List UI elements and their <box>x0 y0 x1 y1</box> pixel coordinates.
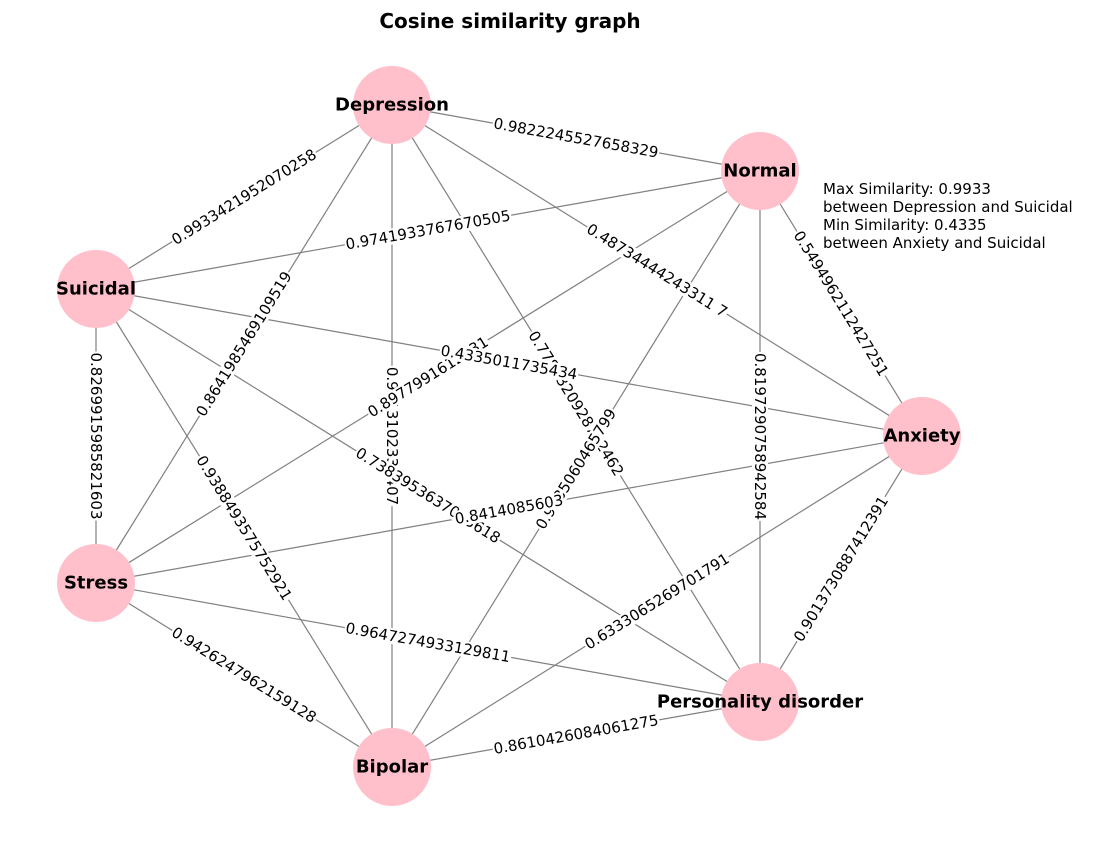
edge-label-bg <box>491 115 661 161</box>
node-label-suicidal: Suicidal <box>56 279 136 300</box>
node-label-anxiety: Anxiety <box>883 426 960 447</box>
node-stress <box>57 544 135 622</box>
node-labels-layer: Depression Normal Suicidal Anxiety Stress Per… <box>56 95 961 778</box>
node-anxiety <box>883 397 961 475</box>
edge-label-group-stress-bipolar: 0.9426247962159128 <box>168 623 320 727</box>
edge-label-bg <box>192 267 296 421</box>
edge-label-group-normal-personality: 0.8197290758942584 <box>751 351 769 522</box>
edge-label-suicidal-bipolar: 0.9388493575752921 <box>192 452 295 603</box>
edge-label-bg <box>192 451 296 605</box>
edge-label-stress-personality: 0.9647274933129811 <box>344 619 512 666</box>
edge-label-bg <box>581 549 733 654</box>
edge-label-stress-bipolar: 0.9426247962159128 <box>168 623 319 726</box>
annotation-line-1: Max Similarity: 0.9933 <box>823 180 991 198</box>
edge-label-bg <box>452 491 566 528</box>
node-normal <box>721 132 799 210</box>
edge-label-anxiety-personality: 0.9013730887412391 <box>790 493 892 645</box>
edge-labels-layer: 0.98222455276583290.99334219520702580.48… <box>87 114 892 758</box>
node-label-bipolar: Bipolar <box>356 757 428 778</box>
edge-label-bg <box>491 711 661 758</box>
edge-label-group-depression-suicidal: 0.9933421952070258 <box>168 145 320 249</box>
edge-label-group-suicidal-personality: 0.7383953637095618 <box>352 444 504 547</box>
edge-label-depression-stress: 0.8641985469109519 <box>192 268 295 419</box>
edge-label-group-normal-stress: 0.8977991612131 <box>364 333 492 421</box>
edge-label-bg <box>752 351 768 522</box>
edge-label-bg <box>790 492 892 646</box>
edge-label-bg <box>583 220 731 321</box>
edge-label-group-suicidal-stress: 0.8269915985821603 <box>87 351 105 521</box>
node-bipolar <box>353 728 431 806</box>
edge-label-group-normal-suicidal: 0.9741933767670505 <box>343 207 513 254</box>
annotation-line-2: between Depression and Suicidal <box>823 198 1073 216</box>
similarity-annotation: Max Similarity: 0.9933 between Depressio… <box>823 180 1073 252</box>
edge-label-bg <box>168 623 320 727</box>
edge-label-depression-suicidal: 0.9933421952070258 <box>168 145 319 248</box>
edge-label-normal-suicidal: 0.9741933767670505 <box>344 207 512 254</box>
edge-label-bg <box>88 351 104 521</box>
edge-label-group-suicidal-bipolar: 0.9388493575752921 <box>192 451 296 605</box>
edge-label-bg <box>343 207 513 253</box>
edge-label-group-depression-stress: 0.8641985469109519 <box>192 267 296 421</box>
edge-label-group-depression-normal: 0.9822245527658329 <box>491 114 661 162</box>
edge-label-suicidal-anxiety: 0.4335011735434 <box>439 342 578 384</box>
node-label-stress: Stress <box>64 573 128 594</box>
node-label-depression: Depression <box>335 95 449 116</box>
node-label-normal: Normal <box>723 161 796 182</box>
node-personality <box>721 663 799 741</box>
edge-label-group-anxiety-personality: 0.9013730887412391 <box>790 492 892 646</box>
edge-label-bg <box>790 227 892 380</box>
edge-label-group-personality-bipolar: 0.8610426084061275 <box>491 711 661 758</box>
edge-label-group-suicidal-anxiety: 0.4335011735434 <box>438 342 580 384</box>
edge-label-bg <box>168 145 320 249</box>
node-depression <box>353 66 431 144</box>
nodes-layer <box>57 66 961 806</box>
edge-label-normal-personality: 0.8197290758942584 <box>751 353 769 520</box>
edge-label-suicidal-stress: 0.8269915985821603 <box>87 352 105 519</box>
edge-label-suicidal-personality: 0.7383953637095618 <box>352 444 503 547</box>
edge-label-group-stress-personality: 0.9647274933129811 <box>343 619 513 666</box>
edge-label-depression-normal: 0.9822245527658329 <box>492 114 660 161</box>
node-label-personality: Personality disorder <box>657 692 863 713</box>
edge-label-bg <box>343 619 513 666</box>
edge-label-bg <box>438 342 580 383</box>
node-suicidal <box>57 250 135 328</box>
graph-title: Cosine similarity graph <box>379 9 640 33</box>
annotation-line-4: between Anxiety and Suicidal <box>823 234 1046 252</box>
edge-label-personality-bipolar: 0.8610426084061275 <box>492 711 660 758</box>
annotation-line-3: Min Similarity: 0.4335 <box>823 216 987 234</box>
